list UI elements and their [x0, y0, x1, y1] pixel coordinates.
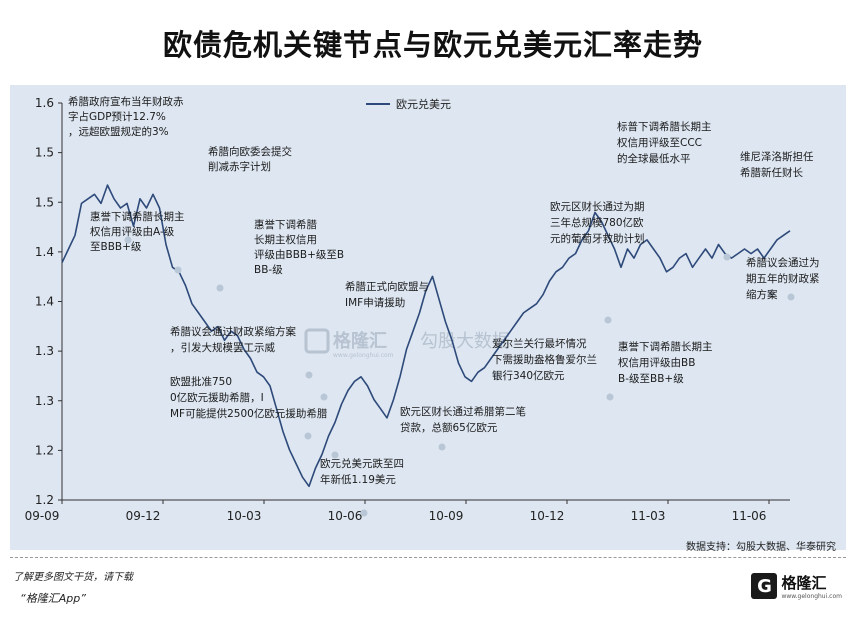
annotation-text: 惠誉下调希腊长期主权信用评级由BB B-级至BB+级 [618, 340, 713, 385]
annotation-text: 希腊政府宣布当年财政赤字占GDP预计12.7%，远超欧盟规定的3% [68, 95, 184, 138]
annotation-text: 希腊议会通过财政紧缩方案，引发大规模罢工示威 [170, 325, 296, 354]
chart-panel: 1.6 1.5 1.5 1.4 1.4 1.3 1.3 1.2 1.2 09-09 09-12 10-… [10, 85, 846, 550]
watermark-brand: 格隆汇 [333, 330, 387, 352]
event-marker [787, 293, 795, 301]
x-tick-label: 11-03 [631, 509, 666, 523]
divider [10, 557, 846, 558]
annotation-text: 标普下调希腊长期主权信用评级至CCC 的全球最低水平 [617, 120, 712, 165]
logo-sub: www.gelonghui.com [781, 593, 842, 600]
event-marker [767, 289, 775, 297]
event-marker [331, 451, 339, 459]
watermark-logo-icon [304, 328, 330, 354]
event-marker [492, 371, 500, 379]
footer-app-name[interactable]: “格隆汇App” [20, 592, 86, 605]
event-marker [124, 236, 132, 244]
event-marker [723, 253, 731, 261]
watermark-brand-sub: www.gelonghui.com [333, 352, 394, 359]
annotation-text: 欧元兑美元跌至四年新低1.19美元 [320, 457, 404, 486]
event-marker [438, 443, 446, 451]
x-tick-label: 10-09 [429, 509, 464, 523]
annotation-text: 欧盟批准750 0亿欧元援助希腊，I MF可能提供2500亿欧元援助希腊 [170, 375, 328, 420]
logo-text: 格隆汇 [781, 574, 827, 592]
event-marker [305, 371, 313, 379]
x-tick-label: 10-03 [227, 509, 262, 523]
annotation-text: 希腊向欧委会提交削减赤字计划 [208, 145, 292, 173]
annotation-text: 欧元区财长通过为期三年总规模780亿欧元的葡萄牙救助计划 [550, 200, 645, 245]
logo-mark-icon: G [751, 573, 778, 599]
event-marker [320, 393, 328, 401]
x-tick-label: 10-06 [328, 509, 363, 523]
source-text: 数据支持：勾股大数据、华泰研究 [686, 542, 836, 553]
annotation-text: 希腊议会通过为期五年的财政紧缩方案 [746, 256, 820, 301]
event-marker [174, 266, 182, 274]
y-tick-label: 1.5 [35, 195, 54, 209]
x-tick-label: 09-09 [25, 509, 60, 523]
page-title: 欧债危机关键节点与欧元兑美元汇率走势 [162, 28, 703, 62]
y-tick-label: 1.3 [35, 344, 54, 358]
event-marker [604, 316, 612, 324]
annotation-text: 希腊正式向欧盟与 IMF申请援助 [345, 280, 429, 309]
y-tick-label: 1.6 [35, 96, 54, 110]
event-marker [304, 432, 312, 440]
y-tick-label: 1.5 [35, 146, 54, 160]
event-marker [606, 393, 614, 401]
y-tick-label: 1.4 [35, 245, 54, 259]
event-marker [216, 284, 224, 292]
x-tick-label: 11-06 [732, 509, 767, 523]
legend-label: 欧元兑美元 [396, 97, 451, 111]
annotation-text: 爱尔兰关行最坏情况下需援助盎格鲁爱尔兰银行340亿欧元 [492, 337, 597, 382]
annotation-text: 欧元区财长通过希腊第二笔贷款，总额65亿欧元 [400, 405, 526, 434]
footer-hint: 了解更多图文干货，请下载 [13, 572, 133, 583]
watermark-data-brand: 勾股大数据 [420, 331, 510, 352]
event-marker [360, 509, 368, 517]
x-tick-label: 09-12 [126, 509, 161, 523]
annotation-text: 维尼泽洛斯担任希腊新任财长 [740, 150, 814, 179]
y-tick-label: 1.2 [35, 493, 54, 507]
y-tick-label: 1.2 [35, 443, 54, 457]
annotation-text: 惠誉下调希腊长期主权信用评级由BBB+级至B BB-级 [254, 218, 344, 276]
series-line-eur-usd [61, 184, 791, 488]
annotation-text: 惠誉下调希腊长期主权信用评级由A-级至BBB+级 [90, 210, 185, 253]
gelonghui-logo: G 格隆汇 www.gelonghui.com [751, 572, 842, 600]
chart: 1.6 1.5 1.5 1.4 1.4 1.3 1.3 1.2 1.2 09-09 09-12 10-… [25, 95, 820, 523]
x-tick-label: 10-12 [530, 509, 565, 523]
y-tick-label: 1.4 [35, 295, 54, 309]
y-tick-label: 1.3 [35, 394, 54, 408]
